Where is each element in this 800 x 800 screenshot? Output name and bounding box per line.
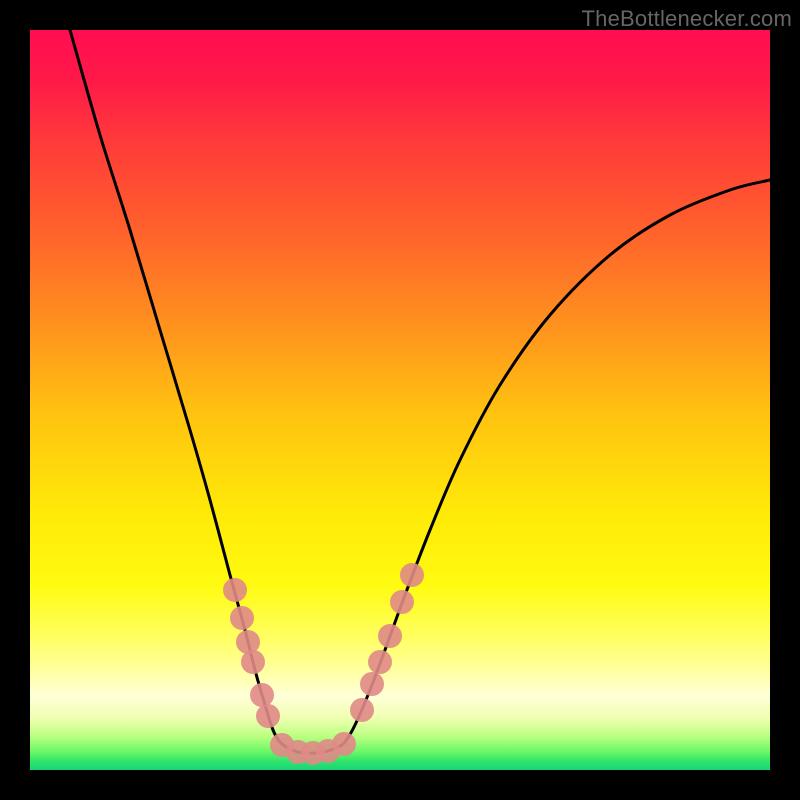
data-marker [236, 630, 260, 654]
data-marker [230, 606, 254, 630]
heatmap-background [30, 30, 770, 770]
data-marker [360, 672, 384, 696]
data-marker [256, 704, 280, 728]
data-marker [250, 683, 274, 707]
data-marker [241, 650, 265, 674]
watermark-text: TheBottlenecker.com [582, 6, 792, 32]
data-marker [400, 563, 424, 587]
bottleneck-chart [30, 30, 770, 770]
data-marker [223, 578, 247, 602]
data-marker [368, 650, 392, 674]
data-marker [378, 624, 402, 648]
data-marker [350, 698, 374, 722]
data-marker [390, 590, 414, 614]
data-marker [332, 732, 356, 756]
